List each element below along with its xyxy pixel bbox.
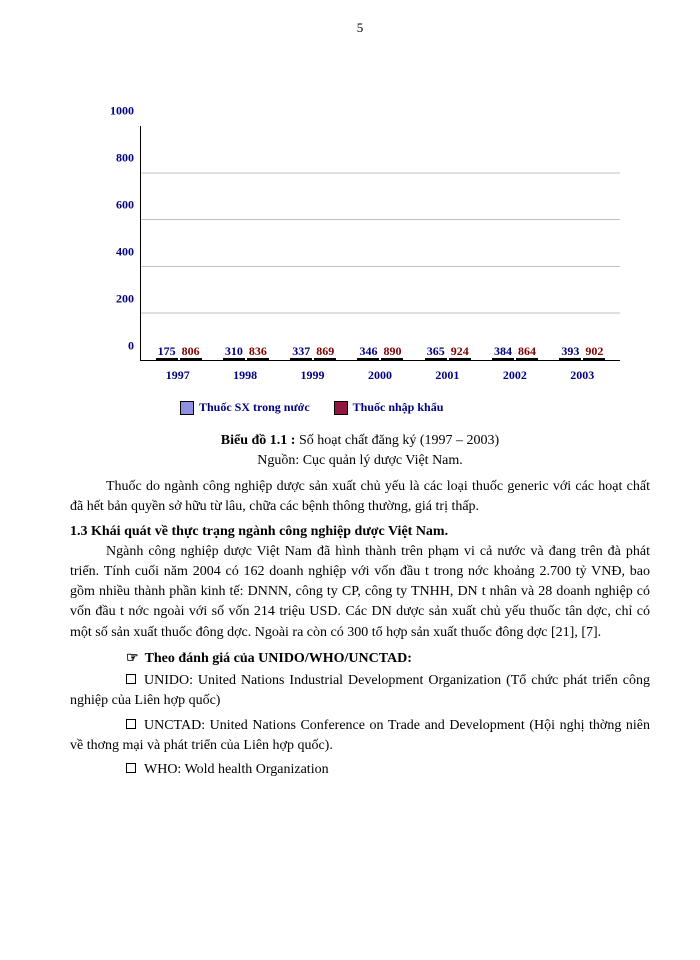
y-tick: 200 (116, 292, 134, 307)
y-tick: 800 (116, 151, 134, 166)
x-tick-label: 2003 (559, 364, 605, 386)
bar-series-b: 902 (583, 358, 605, 360)
bar-group: 393902 (559, 358, 605, 360)
bar-series-b: 864 (516, 358, 538, 360)
bar-series-a: 337 (290, 358, 312, 360)
bar-value-label: 337 (292, 344, 310, 359)
x-axis-labels: 1997 1998 1999 2000 2001 2002 2003 (140, 364, 620, 386)
x-tick-label: 2000 (357, 364, 403, 386)
bar-group: 346890 (357, 358, 403, 360)
legend-item-b: Thuốc nhập khẩu (334, 400, 444, 415)
bar-value-label: 806 (182, 344, 200, 359)
y-tick: 400 (116, 245, 134, 260)
x-tick-label: 1997 (155, 364, 201, 386)
bullet-item: UNIDO: United Nations Industrial Develop… (70, 671, 650, 712)
bar-series-a: 393 (559, 358, 581, 360)
bar-series-b: 890 (381, 358, 403, 360)
legend-label-a: Thuốc SX trong nước (199, 400, 310, 415)
bar-value-label: 902 (585, 344, 603, 359)
bullet-item: WHO: Wold health Organization (70, 760, 650, 780)
bar-value-label: 310 (225, 344, 243, 359)
caption-label: Biểu đồ 1.1 : (221, 433, 296, 448)
bar-chart: 0 200 400 600 800 1000 17580631083633786… (100, 126, 620, 386)
bar-group: 175806 (156, 358, 202, 360)
bar-series-a: 175 (156, 358, 178, 360)
bar-group: 365924 (425, 358, 471, 360)
bullet-text: UNCTAD: United Nations Conference on Tra… (70, 718, 650, 753)
pointer-icon: ☞ (126, 649, 139, 666)
legend-swatch-b (334, 401, 348, 415)
chart-source: Nguồn: Cục quản lý dược Việt Nam. (70, 453, 650, 469)
bar-series-a: 310 (223, 358, 245, 360)
bullet-item: UNCTAD: United Nations Conference on Tra… (70, 716, 650, 757)
source-label: Nguồn: (257, 453, 299, 468)
bullet-text: UNIDO: United Nations Industrial Develop… (70, 673, 650, 708)
bar-value-label: 175 (158, 344, 176, 359)
legend-item-a: Thuốc SX trong nước (180, 400, 310, 415)
bar-series-b: 806 (180, 358, 202, 360)
checkbox-icon (126, 763, 136, 773)
legend-swatch-a (180, 401, 194, 415)
bar-value-label: 890 (383, 344, 401, 359)
bullet-text: WHO: Wold health Organization (144, 762, 329, 777)
plot-area: 1758063108363378693468903659243848643939… (140, 126, 620, 361)
bars-container: 1758063108363378693468903659243848643939… (141, 126, 620, 360)
paragraph: Thuốc do ngành công nghiệp dược sản xuất… (70, 477, 650, 518)
bar-value-label: 864 (518, 344, 536, 359)
legend-label-b: Thuốc nhập khẩu (353, 400, 444, 415)
chart-legend: Thuốc SX trong nước Thuốc nhập khẩu (180, 400, 650, 415)
x-tick-label: 2002 (492, 364, 538, 386)
y-tick: 1000 (110, 104, 134, 119)
paragraph: Ngành công nghiệp dược Việt Nam đã hình … (70, 542, 650, 643)
source-text: Cục quản lý dược Việt Nam. (299, 453, 463, 468)
bar-group: 384864 (492, 358, 538, 360)
bar-value-label: 393 (561, 344, 579, 359)
bar-group: 310836 (223, 358, 269, 360)
bar-series-a: 346 (357, 358, 379, 360)
checkbox-icon (126, 719, 136, 729)
bar-value-label: 346 (359, 344, 377, 359)
document-page: 5 0 200 400 600 800 1000 175806 310836 337… (0, 0, 700, 825)
y-tick: 600 (116, 198, 134, 213)
bar-value-label: 836 (249, 344, 267, 359)
section-heading: 1.3 Khái quát về thực trạng ngành công n… (70, 524, 650, 540)
bar-series-b: 869 (314, 358, 336, 360)
chart-container: 0 200 400 600 800 1000 17580631083633786… (100, 126, 650, 415)
y-tick: 0 (128, 339, 134, 354)
bar-series-b: 836 (247, 358, 269, 360)
bar-value-label: 365 (427, 344, 445, 359)
chart-caption: Biểu đồ 1.1 : Số hoạt chất đăng ký (1997… (70, 433, 650, 449)
sub-heading: ☞ Theo đánh giá của UNIDO/WHO/UNCTAD: (126, 649, 650, 667)
checkbox-icon (126, 674, 136, 684)
bar-value-label: 924 (451, 344, 469, 359)
x-tick-label: 2001 (424, 364, 470, 386)
page-number: 5 (70, 20, 650, 36)
x-tick-label: 1998 (222, 364, 268, 386)
bar-value-label: 869 (316, 344, 334, 359)
bar-value-label: 384 (494, 344, 512, 359)
sub-heading-text: Theo đánh giá của UNIDO/WHO/UNCTAD: (145, 651, 412, 666)
bar-series-b: 924 (449, 358, 471, 360)
x-tick-label: 1999 (290, 364, 336, 386)
caption-text: Số hoạt chất đăng ký (1997 – 2003) (299, 433, 499, 448)
bar-series-a: 365 (425, 358, 447, 360)
y-axis: 0 200 400 600 800 1000 (100, 126, 140, 361)
bar-group: 337869 (290, 358, 336, 360)
bar-series-a: 384 (492, 358, 514, 360)
